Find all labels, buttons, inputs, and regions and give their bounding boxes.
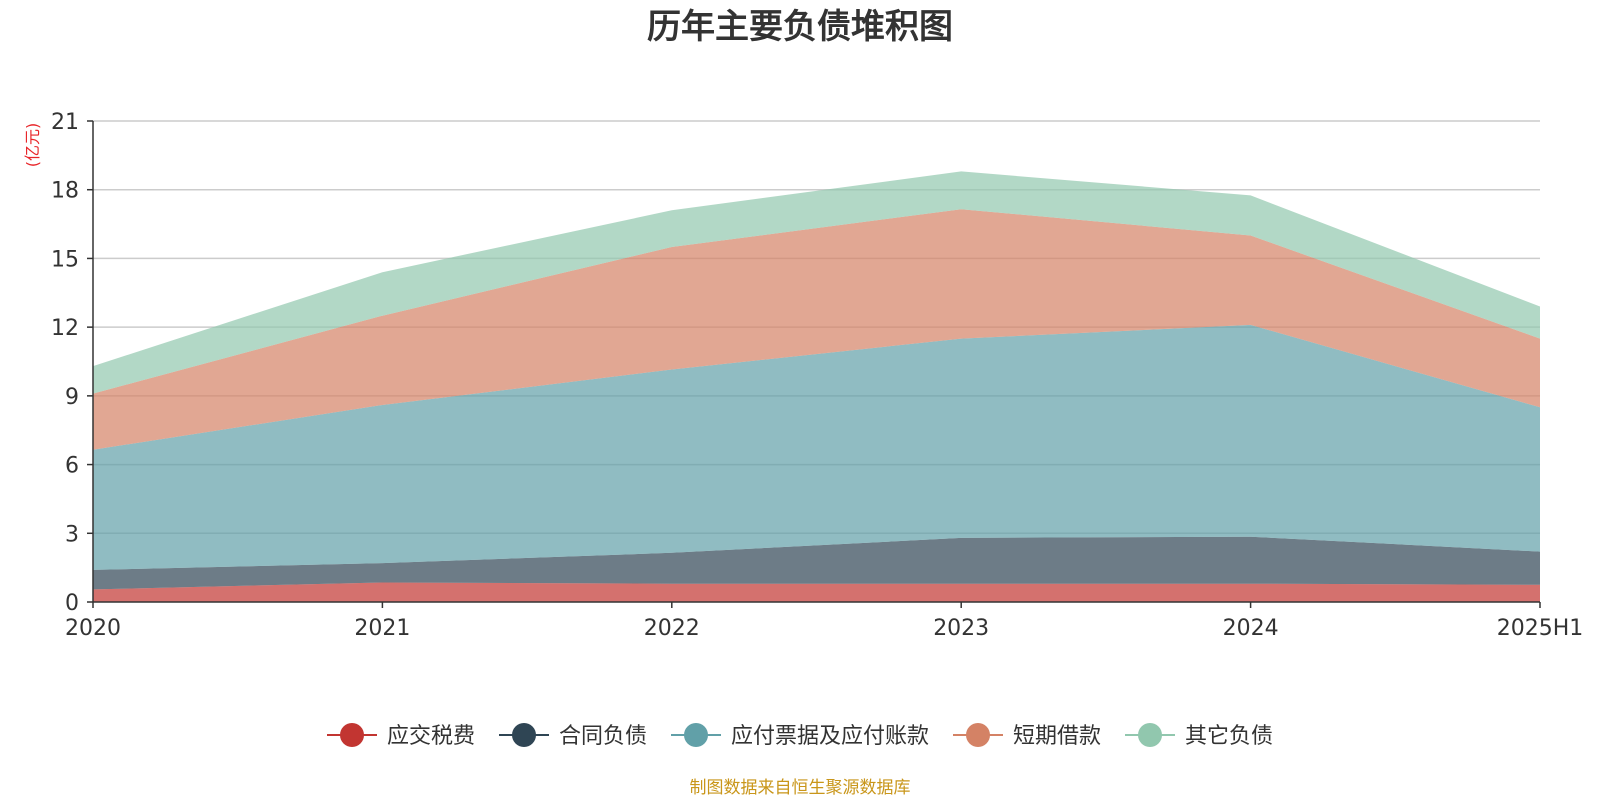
legend-item-4[interactable]: 短期借款 [953,723,1101,749]
legend-label: 应付票据及应付账款 [731,724,929,749]
y-tick-label: 18 [51,179,79,204]
x-tick-label: 2023 [933,616,989,641]
legend-marker [1138,723,1162,747]
legend-label: 合同负债 [559,724,647,749]
legend-item-2[interactable]: 合同负债 [499,723,647,749]
area-series-3 [93,324,1540,570]
legend-marker [966,723,990,747]
legend-item-3[interactable]: 应付票据及应付账款 [671,723,929,749]
x-tick-label: 2022 [644,616,700,641]
y-tick-label: 15 [51,247,79,272]
x-tick-label: 2020 [65,616,121,641]
legend-item-1[interactable]: 应交税费 [327,723,475,749]
area-series-2 [93,536,1540,590]
area-series-1 [93,582,1540,602]
x-tick-label: 2025H1 [1497,616,1584,641]
legend-label: 其它负债 [1185,724,1273,749]
y-tick-label: 6 [65,454,79,479]
y-tick-label: 9 [65,385,79,410]
chart-title: 历年主要负债堆积图 [647,7,953,47]
y-tick-label: 21 [51,110,79,135]
axes: 0 3 6 9 12 15 18 21 2020 2021 2022 2023 2024 2025H1 [51,110,1583,641]
legend-marker [512,723,536,747]
legend-marker [684,723,708,747]
y-tick-label: 12 [51,316,79,341]
y-tick-label: 0 [65,591,79,616]
area-series [93,171,1540,602]
y-axis-unit-label: (亿元) [23,123,42,168]
area-series-4 [93,209,1540,450]
area-series-5 [93,171,1540,394]
legend-item-5[interactable]: 其它负债 [1125,723,1273,749]
legend-label: 短期借款 [1013,724,1101,749]
x-tick-label: 2021 [354,616,410,641]
legend: 应交税费 合同负债 应付票据及应付账款 短期借款 其它负债 [327,723,1273,749]
data-source-note: 制图数据来自恒生聚源数据库 [690,778,911,798]
legend-label: 应交税费 [387,724,475,749]
x-tick-label: 2024 [1223,616,1279,641]
legend-marker [340,723,364,747]
y-tick-label: 3 [65,522,79,547]
